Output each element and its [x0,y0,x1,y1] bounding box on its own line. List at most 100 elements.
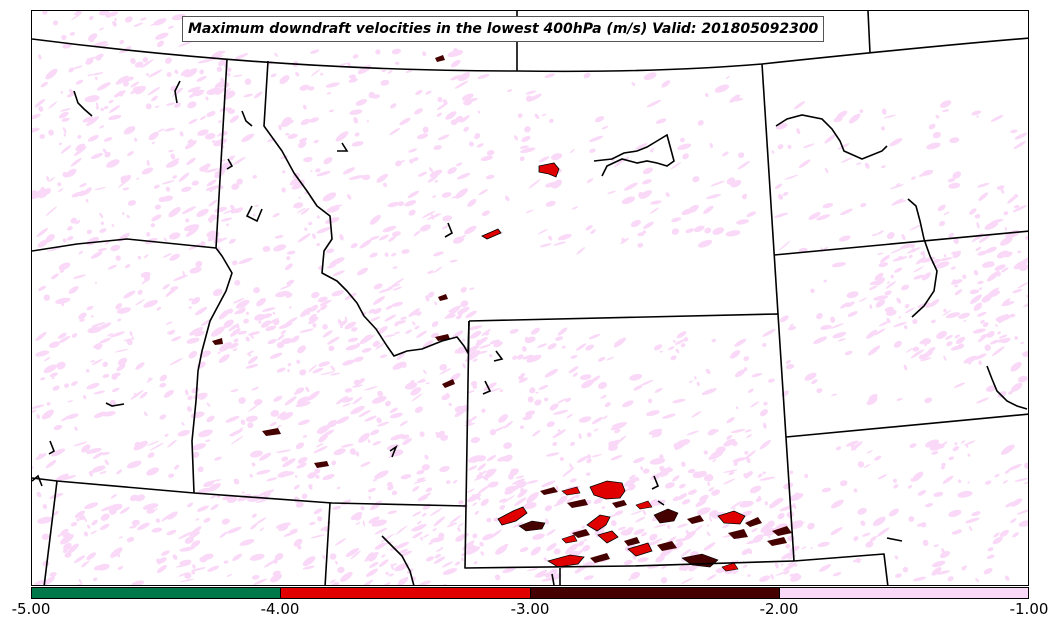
weak-downdraft-speckle [790,574,802,582]
weak-downdraft-speckle [36,491,42,498]
weak-downdraft-speckle [659,472,669,477]
weak-downdraft-speckle [230,204,235,210]
weak-downdraft-speckle [534,569,548,578]
weak-downdraft-speckle [281,187,286,193]
weak-downdraft-speckle [965,517,980,524]
weak-downdraft-speckle [978,360,982,366]
downdraft-cell [567,499,588,508]
weak-downdraft-speckle [298,196,301,199]
weak-downdraft-speckle [519,145,529,149]
weak-downdraft-speckle [259,527,265,532]
weak-downdraft-speckle [884,306,894,313]
weak-downdraft-speckle [358,409,371,418]
weak-downdraft-speckle [196,361,206,369]
weak-downdraft-speckle [45,459,57,469]
weak-downdraft-speckle [250,523,258,530]
weak-downdraft-speckle [273,244,287,252]
weak-downdraft-speckle [552,441,558,447]
weak-downdraft-speckle [978,234,991,243]
weak-downdraft-speckle [929,299,940,307]
weak-downdraft-speckle [708,509,718,517]
weak-downdraft-speckle [355,99,368,106]
weak-downdraft-speckle [522,415,533,421]
weak-downdraft-speckle [219,531,228,538]
weak-downdraft-speckle [472,502,477,506]
downdraft-cell [435,55,445,62]
weak-downdraft-speckle [309,484,313,487]
weak-downdraft-speckle [254,314,266,321]
weak-downdraft-speckle [296,396,310,405]
weak-downdraft-speckle [378,287,394,293]
weak-downdraft-speckle [948,182,961,189]
weak-downdraft-speckle [475,133,479,137]
weak-downdraft-speckle [697,120,704,126]
weak-downdraft-speckle [230,435,244,445]
weak-downdraft-speckle [188,306,192,309]
weak-downdraft-speckle [204,133,216,140]
weak-downdraft-speckle [983,568,993,575]
downdraft-cell [572,529,590,538]
weak-downdraft-speckle [224,87,232,93]
weak-downdraft-speckle [693,225,705,233]
weak-downdraft-speckle [369,214,381,225]
weak-downdraft-speckle [1013,141,1026,150]
weak-downdraft-speckle [480,155,493,162]
weak-downdraft-speckle [486,454,497,462]
downdraft-cell [635,500,653,510]
weak-downdraft-speckle [977,182,990,188]
weak-downdraft-speckle [51,377,55,380]
weak-downdraft-speckle [746,548,753,555]
weak-downdraft-speckle [1017,250,1022,254]
weak-downdraft-speckle [819,564,831,572]
weak-downdraft-speckle [140,17,147,21]
weak-downdraft-speckle [204,439,211,442]
weak-downdraft-speckle [439,364,448,371]
weak-downdraft-speckle [231,427,244,437]
weak-downdraft-speckle [470,436,481,444]
weak-downdraft-speckle [924,344,927,347]
downdraft-cell [745,517,762,527]
weak-downdraft-speckle [910,349,925,359]
weak-downdraft-speckle [871,233,878,236]
weak-downdraft-speckle [544,374,549,378]
weak-downdraft-speckle [130,81,140,88]
weak-downdraft-speckle [173,464,180,470]
weak-downdraft-speckle [255,499,269,504]
weak-downdraft-speckle [1010,518,1017,524]
weak-downdraft-speckle [1012,532,1019,538]
weak-downdraft-speckle [391,563,398,566]
weak-downdraft-speckle [165,186,171,192]
weak-downdraft-speckle [477,497,481,501]
weak-downdraft-speckle [133,440,148,451]
weak-downdraft-speckle [82,116,94,123]
weak-downdraft-speckle [336,395,349,405]
weak-downdraft-speckle [860,202,867,208]
weak-downdraft-speckle [302,565,315,570]
weak-downdraft-speckle [99,228,107,233]
weak-downdraft-speckle [1009,313,1016,318]
weak-downdraft-speckle [583,539,588,542]
weak-downdraft-speckle [166,529,177,536]
downdraft-cell [772,526,792,536]
weak-downdraft-speckle [762,471,766,475]
weak-downdraft-speckle [492,426,506,433]
weak-downdraft-speckle [327,336,340,345]
weak-downdraft-speckle [388,573,394,577]
weak-downdraft-speckle [679,483,686,489]
weak-downdraft-speckle [57,188,64,193]
weak-downdraft-speckle [887,281,891,284]
weak-downdraft-speckle [433,145,442,150]
weak-downdraft-speckle [553,548,561,555]
weak-downdraft-speckle [747,574,751,577]
weak-downdraft-speckle [1013,204,1020,209]
weak-downdraft-speckle [631,81,636,87]
weak-downdraft-speckle [429,508,442,516]
weak-downdraft-speckle [816,388,823,394]
weak-downdraft-speckle [949,137,960,144]
weak-downdraft-speckle [468,465,478,471]
weak-downdraft-speckle [128,525,137,529]
weak-downdraft-speckle [593,428,599,432]
weak-downdraft-speckle [954,334,961,339]
weak-downdraft-speckle [737,152,745,159]
weak-downdraft-speckle [460,115,470,123]
